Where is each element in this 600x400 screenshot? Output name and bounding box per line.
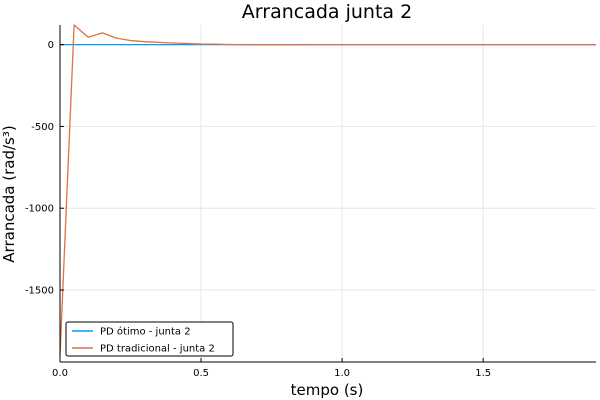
y-axis-title: Arrancada (rad/s³) bbox=[0, 125, 18, 262]
y-tick-label: 0 bbox=[48, 40, 54, 51]
legend-label-2: PD tradicional - junta 2 bbox=[100, 344, 215, 355]
x-axis-title: tempo (s) bbox=[291, 381, 364, 399]
x-tick-label: 0.5 bbox=[193, 368, 209, 379]
y-tick-label: -500 bbox=[31, 122, 54, 133]
x-tick-label: 1.0 bbox=[334, 368, 350, 379]
legend: PD ótimo - junta 2 PD tradicional - junta… bbox=[65, 321, 234, 357]
y-tick-label: -1500 bbox=[25, 286, 54, 297]
x-tick-label: 1.5 bbox=[475, 368, 491, 379]
series-layer bbox=[59, 24, 596, 356]
legend-box bbox=[65, 321, 234, 357]
axes bbox=[59, 25, 596, 363]
tick-labels: 0.0 0.5 1.0 1.5 0 -500 -1000 -1500 bbox=[25, 40, 491, 379]
chart-title: Arrancada junta 2 bbox=[242, 1, 412, 23]
x-tick-label: 0.0 bbox=[52, 368, 68, 379]
series-line-2 bbox=[59, 24, 596, 356]
grid bbox=[59, 25, 596, 362]
y-tick-label: -1000 bbox=[25, 204, 54, 215]
legend-label-1: PD ótimo - junta 2 bbox=[100, 326, 191, 338]
